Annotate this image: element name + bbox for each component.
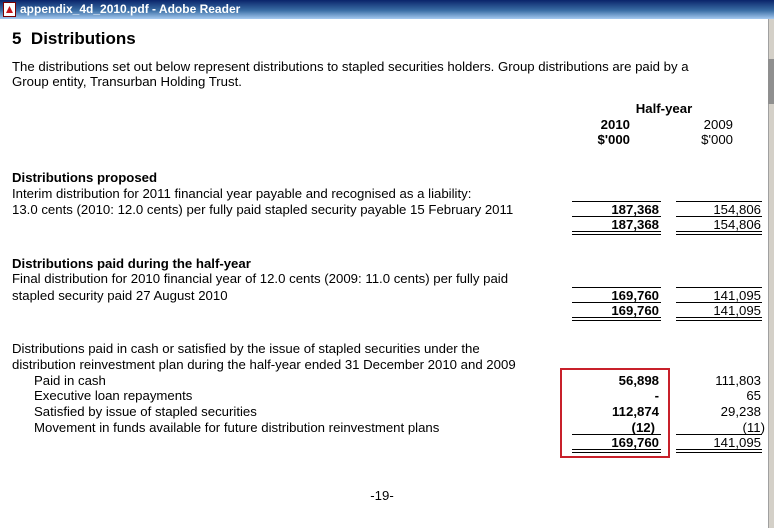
- year-prior: 2009: [703, 117, 733, 132]
- settlement-total-current: 169,760: [611, 435, 659, 450]
- settlement-line-2: distribution reinvestment plan during th…: [12, 357, 516, 372]
- adobe-pdf-icon: [3, 2, 16, 17]
- settlement-line-1: Distributions paid in cash or satisfied …: [12, 341, 480, 356]
- proposed-heading: Distributions proposed: [12, 170, 158, 185]
- proposed-line-1: Interim distribution for 2011 financial …: [12, 186, 472, 201]
- proposed-rule-prior: [676, 201, 762, 202]
- paid-heading: Distributions paid during the half-year: [12, 256, 251, 271]
- paid-rule-prior: [676, 287, 762, 288]
- proposed-value-prior: 154,806: [713, 202, 761, 217]
- vertical-scrollbar[interactable]: [768, 19, 774, 528]
- page-number: -19-: [370, 488, 394, 503]
- paid-value-prior: 141,095: [713, 288, 761, 303]
- unit-current: $'000: [597, 132, 630, 147]
- item-current-loan: -: [654, 388, 659, 403]
- settlement-total-double-rule-prior: [676, 449, 762, 453]
- paid-subtotal-rule-prior: [676, 302, 762, 303]
- item-label-cash: Paid in cash: [34, 373, 106, 388]
- proposed-line-2: 13.0 cents (2010: 12.0 cents) per fully …: [12, 202, 514, 217]
- item-prior-cash: 111,803: [715, 373, 761, 388]
- settlement-rule-prior: [676, 434, 762, 435]
- settlement-rule-current: [572, 434, 661, 435]
- paid-line-2: stapled security paid 27 August 2010: [12, 288, 228, 303]
- window-titlebar[interactable]: appendix_4d_2010.pdf - Adobe Reader: [0, 0, 774, 19]
- settlement-total-prior: 141,095: [713, 435, 761, 450]
- paid-line-1: Final distribution for 2010 financial ye…: [12, 271, 509, 286]
- paid-total-current: 169,760: [611, 303, 659, 318]
- year-current: 2010: [600, 117, 630, 132]
- section-title: Distributions: [30, 29, 136, 48]
- scrollbar-thumb[interactable]: [768, 59, 774, 104]
- paid-total-prior: 141,095: [713, 303, 761, 318]
- paid-value-current: 169,760: [611, 288, 659, 303]
- paid-subtotal-rule-current: [572, 302, 661, 303]
- intro-line-1: The distributions set out below represen…: [12, 59, 689, 74]
- proposed-total-prior: 154,806: [713, 217, 761, 232]
- item-prior-movement: (11): [742, 420, 765, 435]
- item-current-cash: 56,898: [618, 373, 659, 388]
- item-label-issue: Satisfied by issue of stapled securities: [34, 404, 257, 419]
- highlight-box: [560, 368, 670, 458]
- item-label-movement: Movement in funds available for future d…: [34, 420, 440, 435]
- proposed-value-current: 187,368: [611, 202, 659, 217]
- period-label: Half-year: [635, 101, 693, 116]
- proposed-total-double-rule-current: [572, 231, 661, 235]
- item-current-issue: 112,874: [612, 404, 659, 419]
- item-prior-issue: 29,238: [720, 404, 761, 419]
- proposed-total-current: 187,368: [611, 217, 659, 232]
- section-number: 5: [12, 29, 22, 48]
- proposed-subtotal-rule-current: [572, 216, 661, 217]
- section-heading: 5 Distributions: [12, 29, 136, 49]
- item-current-movement: (12): [631, 420, 655, 435]
- intro-line-2: Group entity, Transurban Holding Trust.: [12, 74, 242, 89]
- paid-rule-current: [572, 287, 661, 288]
- proposed-subtotal-rule-prior: [676, 216, 762, 217]
- settlement-total-double-rule-current: [572, 449, 661, 453]
- item-prior-loan: 65: [746, 388, 761, 403]
- item-label-loan: Executive loan repayments: [34, 388, 193, 403]
- unit-prior: $'000: [701, 132, 733, 147]
- paid-total-double-rule-current: [572, 317, 661, 321]
- window-title: appendix_4d_2010.pdf - Adobe Reader: [20, 2, 241, 16]
- proposed-rule-current: [572, 201, 661, 202]
- paid-total-double-rule-prior: [676, 317, 762, 321]
- proposed-total-double-rule-prior: [676, 231, 762, 235]
